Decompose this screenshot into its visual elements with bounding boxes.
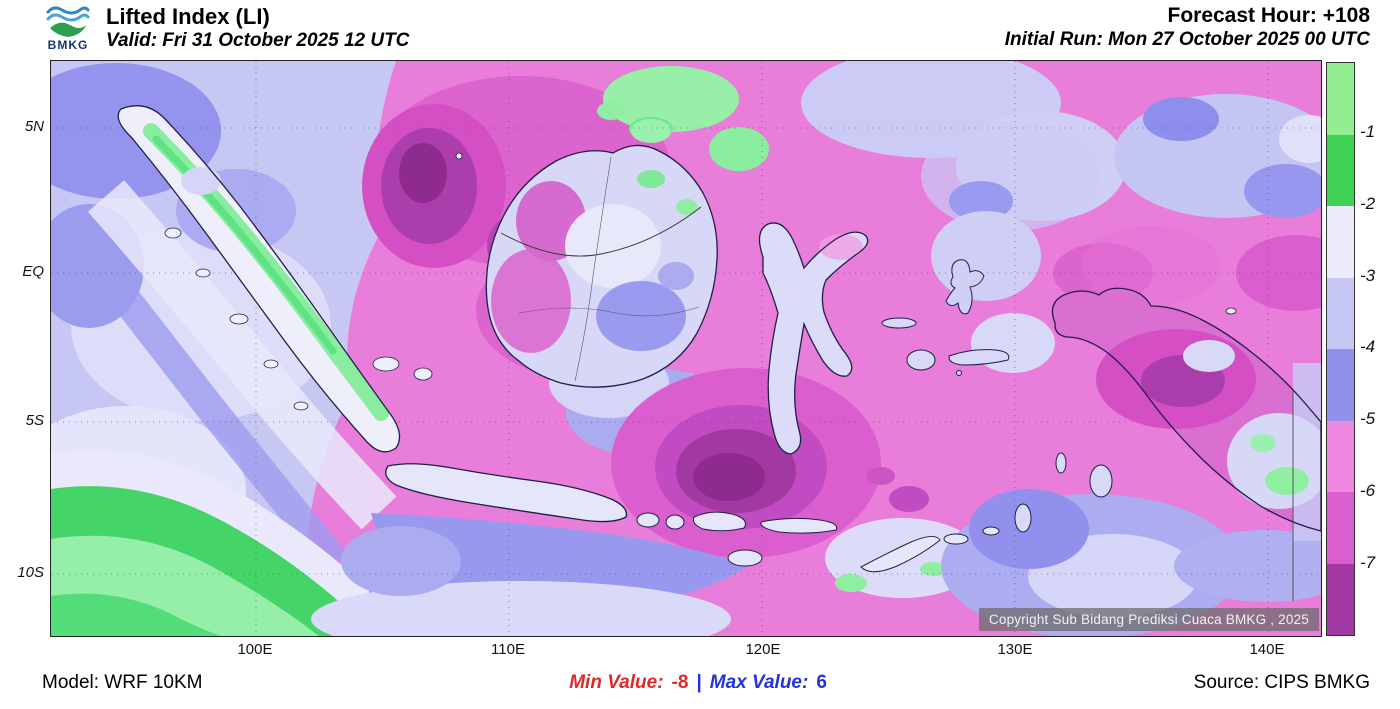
colorbar-swatch <box>1327 134 1354 206</box>
y-axis-label-10s: 10S <box>17 564 44 581</box>
bmkg-logo: BMKG <box>42 2 94 52</box>
y-axis-label-5n: 5N <box>24 118 44 135</box>
island-borneo-outline <box>485 144 718 388</box>
max-value-label: Max Value: <box>709 672 809 693</box>
border-malaysia <box>500 206 702 257</box>
colorbar <box>1326 62 1355 636</box>
colorbar-tick-1: -1 <box>1360 122 1376 141</box>
page-title: Lifted Index (LI) <box>106 4 270 29</box>
colorbar-tick-5: -5 <box>1360 409 1376 428</box>
island-seram <box>948 349 1010 366</box>
colorbar-swatch <box>1327 349 1354 421</box>
colorbar-tick-3: -3 <box>1360 266 1376 285</box>
valid-time: Valid: Fri 31 October 2025 12 UTC <box>106 30 410 52</box>
x-axis-label-120e: 120E <box>745 641 781 658</box>
y-axis-label-eq: EQ <box>22 263 44 280</box>
island-sulawesi-outline <box>758 222 869 455</box>
min-value: -8 <box>671 672 689 693</box>
x-axis-label-140e: 140E <box>1249 641 1285 658</box>
x-axis-label-100e: 100E <box>237 641 273 658</box>
colorbar-swatch <box>1327 492 1354 564</box>
island-halmahera <box>945 259 985 315</box>
footer: Model: WRF 10KM Min Value: -8 | Max Valu… <box>0 668 1400 698</box>
colorbar-tick-6: -6 <box>1360 481 1376 500</box>
min-value-label: Min Value: <box>569 672 664 693</box>
y-axis-label-5s: 5S <box>25 412 44 429</box>
header-left: BMKG Lifted Index (LI) Valid: Fri 31 Oct… <box>42 2 409 53</box>
mentawai-islands <box>164 152 463 411</box>
source-label: Source: CIPS BMKG <box>1193 672 1370 693</box>
x-axis-label-110e: 110E <box>491 641 525 658</box>
copyright-watermark: Copyright Sub Bidang Prediksi Cuaca BMKG… <box>978 608 1319 631</box>
x-axis-label-130e: 130E <box>997 641 1033 658</box>
island-papua-outline <box>1051 287 1321 532</box>
header-right: Forecast Hour: +108 Initial Run: Mon 27 … <box>1005 4 1370 53</box>
bmkg-logo-label: BMKG <box>47 38 89 52</box>
island-timor <box>860 536 941 573</box>
island-sumatra-outline <box>117 105 401 453</box>
colorbar-tick-7: -7 <box>1360 553 1376 572</box>
island-sumatra <box>118 105 400 452</box>
minmax-separator: | <box>696 672 702 693</box>
island-tanimbar <box>1014 503 1032 533</box>
initial-run: Initial Run: Mon 27 October 2025 00 UTC <box>1004 29 1370 51</box>
colorbar-swatch <box>1327 563 1354 635</box>
maluku-islands <box>881 259 1113 533</box>
island-buru <box>906 349 936 371</box>
minmax-values: Min Value: -8 | Max Value: 6 <box>569 672 827 694</box>
island-java <box>385 463 628 523</box>
island-aru <box>1089 464 1113 498</box>
colorbar-swatch <box>1327 206 1354 278</box>
model-label: Model: WRF 10KM <box>42 672 203 693</box>
colorbar-tick-2: -2 <box>1360 194 1376 213</box>
islands <box>117 105 1321 601</box>
title-block: Lifted Index (LI) Valid: Fri 31 October … <box>106 2 409 53</box>
header: BMKG Lifted Index (LI) Valid: Fri 31 Oct… <box>0 0 1400 58</box>
max-value: 6 <box>816 672 827 693</box>
map-plot: Copyright Sub Bidang Prediksi Cuaca BMKG… <box>50 60 1322 637</box>
bmkg-logo-icon <box>46 6 90 37</box>
forecast-hour: Forecast Hour: +108 <box>1167 4 1371 27</box>
colorbar-swatch <box>1327 420 1354 492</box>
colorbar-swatch <box>1327 63 1354 135</box>
colorbar-tick-4: -4 <box>1360 337 1376 356</box>
colorbar-swatch <box>1327 277 1354 349</box>
lesser-sunda-islands <box>636 511 1000 573</box>
li-contour-map <box>51 61 1321 636</box>
island-sulawesi <box>759 222 868 454</box>
